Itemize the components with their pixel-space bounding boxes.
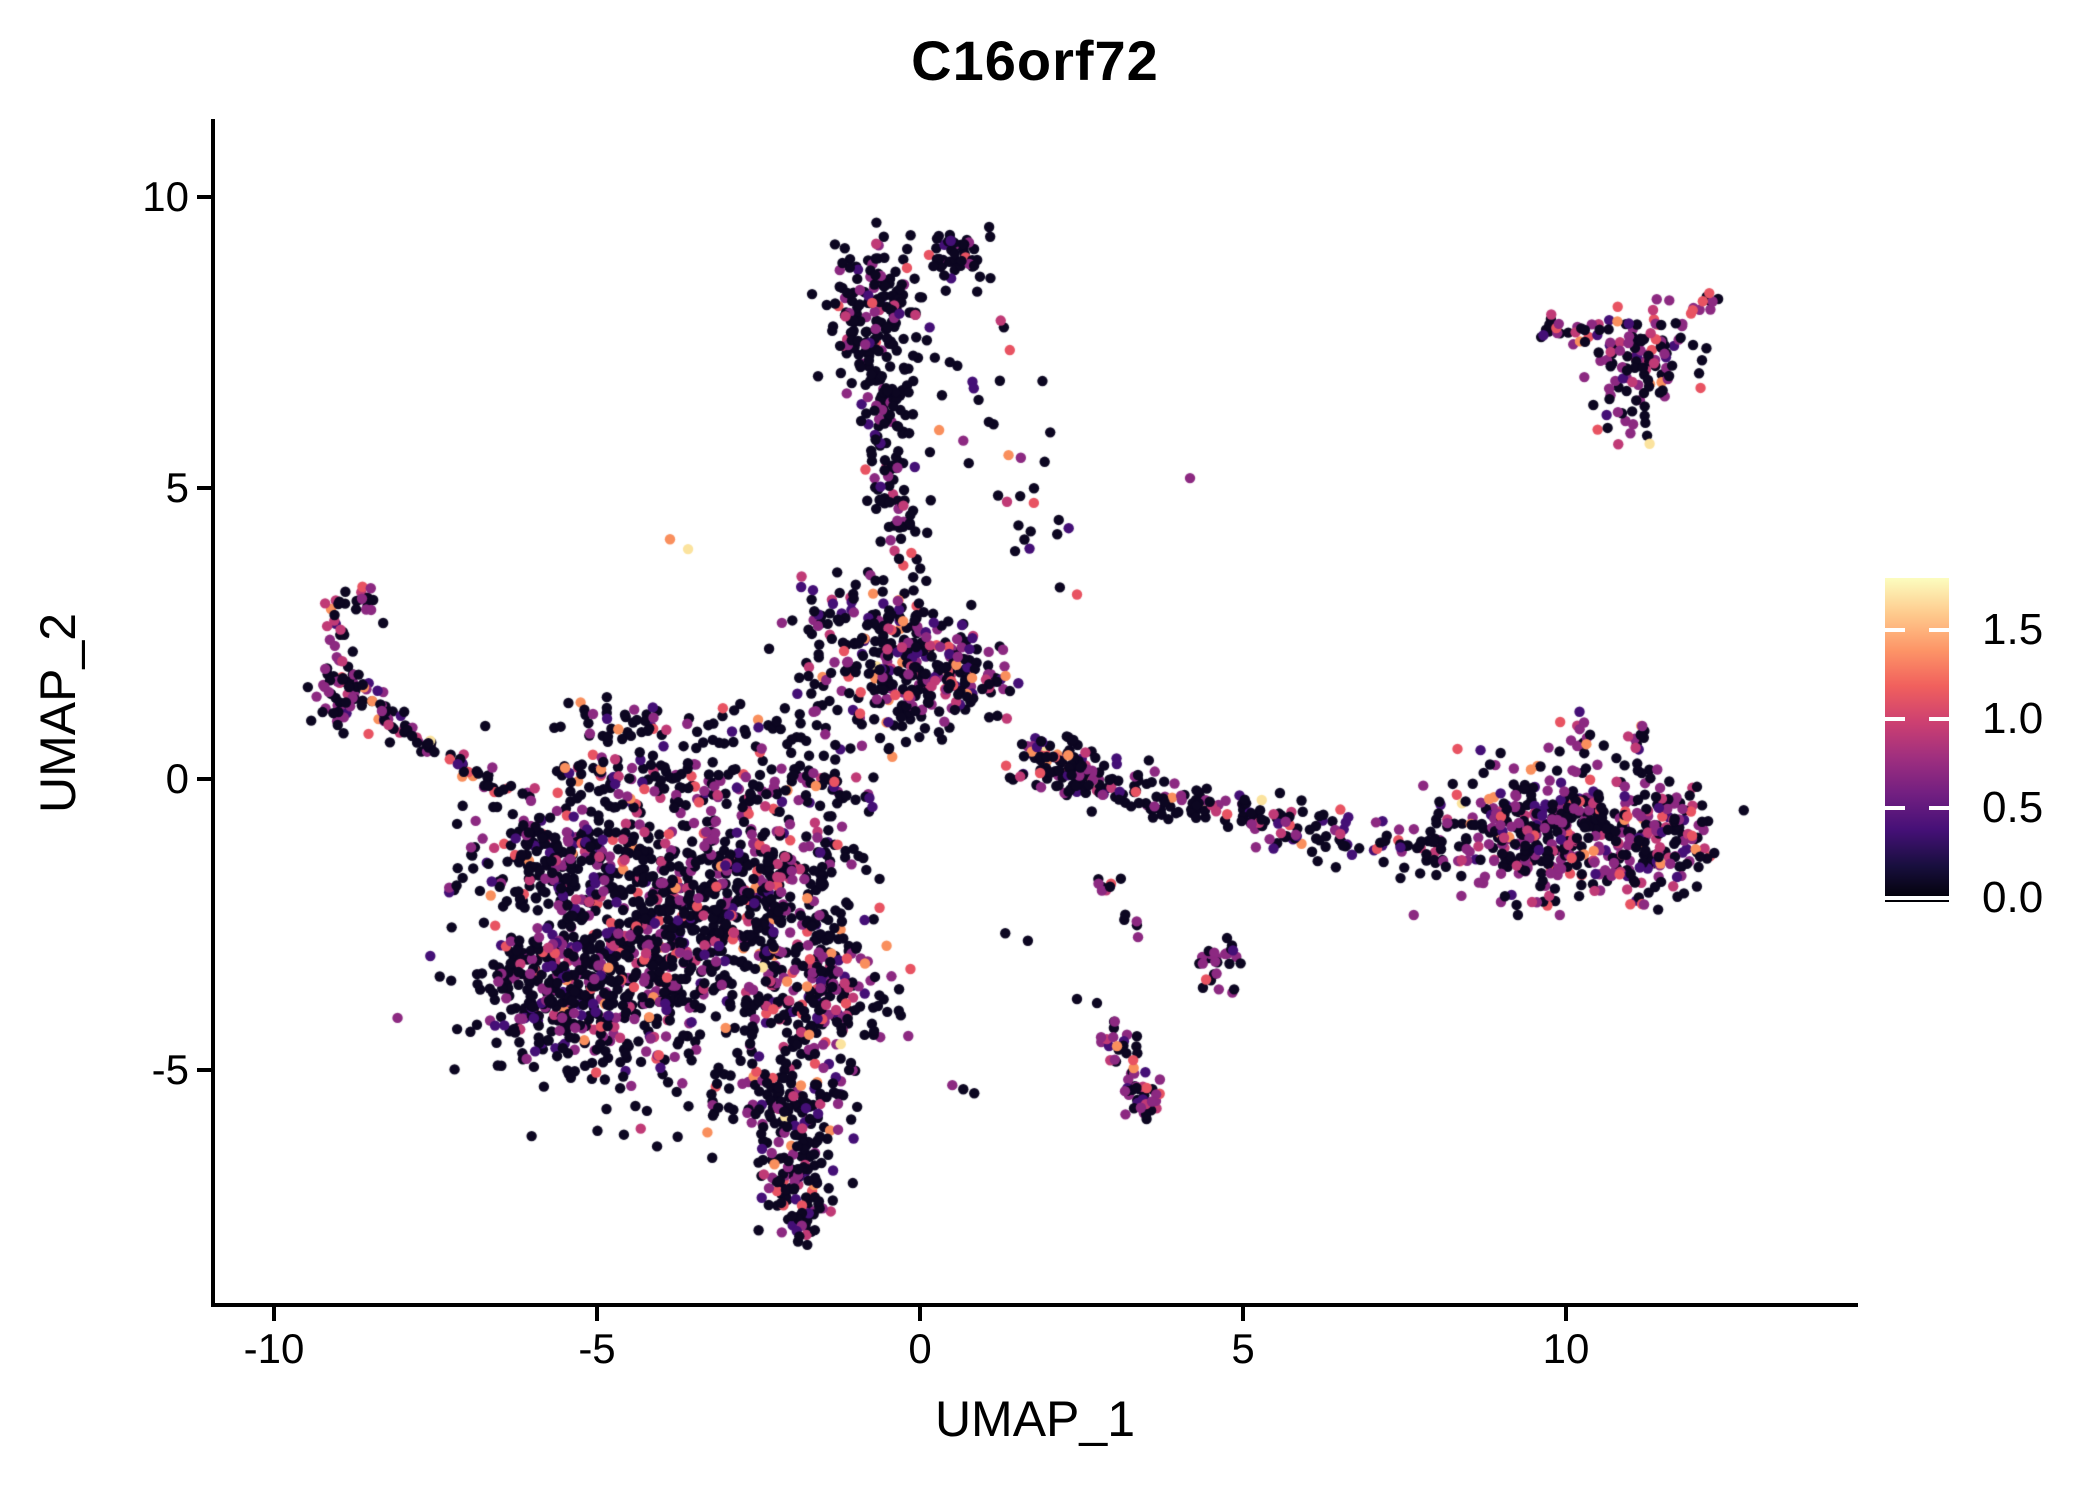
colorbar-tick-label: 1.5 (1982, 604, 2044, 654)
colorbar-tick-mark (1929, 627, 1949, 632)
y-tick-label: -5 (151, 1046, 189, 1093)
colorbar-tick-label: 1.0 (1982, 694, 2044, 743)
y-axis-line (211, 119, 215, 1307)
colorbar-tick-mark (1885, 895, 1949, 900)
colorbar-tick-label: 0.0 (1982, 872, 2044, 922)
y-tick-label: 0 (165, 755, 189, 802)
colorbar-gradient (1885, 578, 1949, 902)
colorbar-tick-mark (1929, 717, 1949, 721)
colorbar-tick-mark (1929, 806, 1949, 811)
x-tick-mark (1241, 1307, 1245, 1321)
x-tick-label: -10 (243, 1325, 305, 1372)
x-axis-line (211, 1303, 1858, 1307)
y-tick-mark (197, 1068, 211, 1072)
y-tick-mark (197, 486, 211, 490)
y-tick-label: 5 (165, 464, 189, 511)
x-tick-label: -5 (578, 1325, 616, 1372)
colorbar-tick-mark (1885, 627, 1905, 632)
x-tick-mark (918, 1307, 922, 1321)
x-tick-mark (272, 1307, 276, 1321)
colorbar-tick-mark (1885, 806, 1905, 811)
y-tick-label: 10 (142, 173, 189, 220)
colorbar-tick-label: 0.5 (1982, 783, 2044, 833)
y-axis-title: UMAP_2 (30, 612, 86, 814)
y-tick-mark (197, 777, 211, 781)
x-axis-title: UMAP_1 (934, 1391, 1136, 1447)
x-tick-label: 5 (1231, 1325, 1255, 1372)
x-tick-mark (595, 1307, 599, 1321)
colorbar-tick-mark (1885, 717, 1905, 721)
x-tick-mark (1564, 1307, 1568, 1321)
y-tick-mark (197, 195, 211, 199)
x-tick-label: 0 (908, 1325, 932, 1372)
x-tick-label: 10 (1542, 1325, 1590, 1372)
